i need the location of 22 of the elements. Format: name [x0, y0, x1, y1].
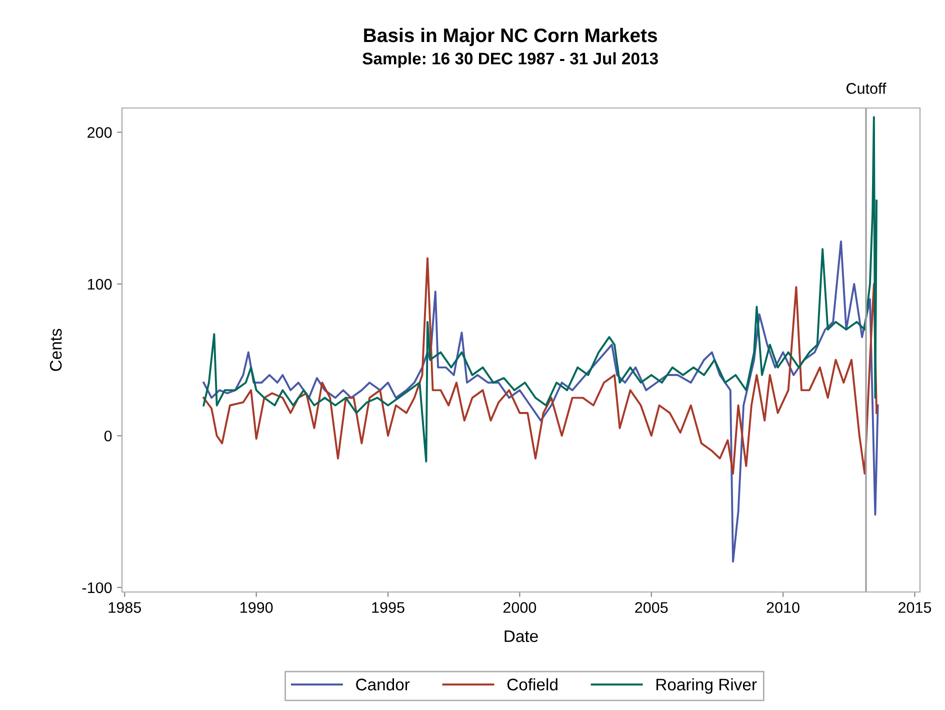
chart-title: Basis in Major NC Corn Markets	[364, 28, 657, 46]
chart-subtitle: Sample: 16 30 DEC 1987 - 31 Jul 2013	[362, 52, 658, 68]
ref-line-label: Cutoff	[846, 82, 886, 94]
legend-label: Cofield	[507, 678, 558, 690]
legend-label: Candor	[356, 678, 410, 690]
x-tick-label: 2005	[635, 602, 668, 613]
x-tick-label: 2000	[503, 602, 536, 613]
line-series	[202, 116, 878, 462]
y-tick-label: 200	[88, 127, 112, 138]
y-tick-label: -100	[82, 582, 112, 594]
y-axis-title: Cents	[50, 328, 62, 371]
x-tick-label: 1995	[372, 602, 404, 613]
line-series	[202, 257, 878, 475]
x-tick-label: 2010	[766, 602, 800, 613]
line-series	[202, 240, 879, 563]
x-tick-label: 2015	[898, 602, 932, 613]
y-tick-label: 100	[88, 278, 112, 290]
legend-label: Roaring River	[656, 678, 757, 694]
y-tick-label: 0	[104, 430, 112, 442]
x-tick-label: 1990	[240, 602, 273, 613]
x-tick-label: 1985	[108, 602, 141, 613]
x-axis-title: Date	[504, 630, 538, 642]
